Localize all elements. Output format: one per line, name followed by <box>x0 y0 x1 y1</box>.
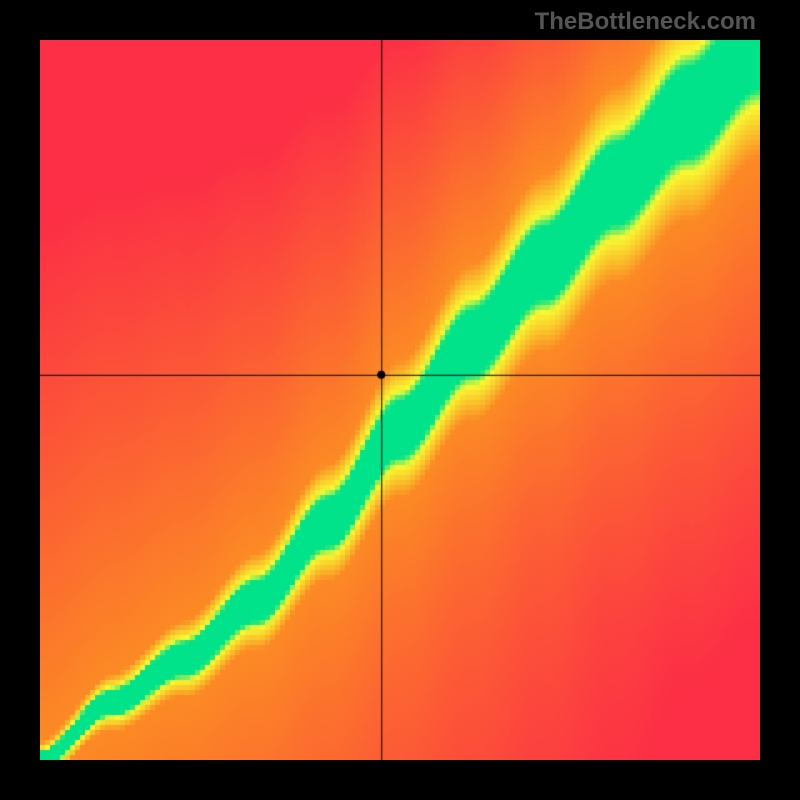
watermark-text: TheBottleneck.com <box>535 8 756 36</box>
heatmap-canvas <box>40 40 760 760</box>
plot-area <box>40 40 760 760</box>
